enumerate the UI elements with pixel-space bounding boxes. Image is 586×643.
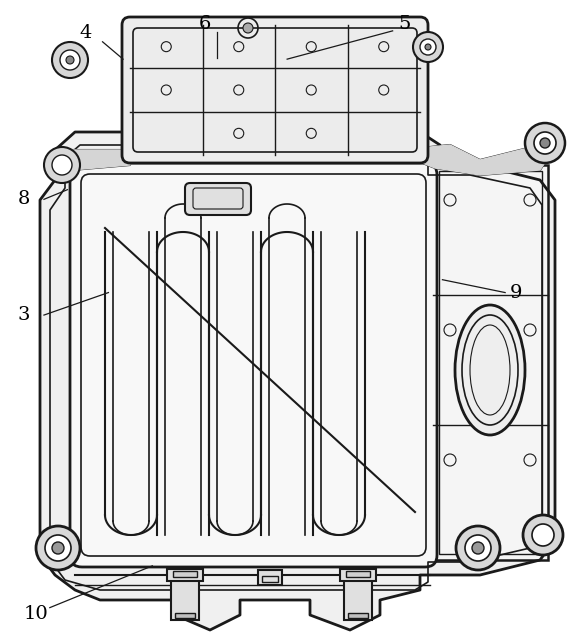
Bar <box>439 171 542 554</box>
Ellipse shape <box>540 138 550 148</box>
Ellipse shape <box>413 32 443 62</box>
Ellipse shape <box>52 155 72 175</box>
Ellipse shape <box>534 132 556 154</box>
Polygon shape <box>420 145 548 175</box>
Ellipse shape <box>455 305 525 435</box>
FancyBboxPatch shape <box>70 163 437 567</box>
Ellipse shape <box>44 147 80 183</box>
Bar <box>262 576 278 582</box>
Ellipse shape <box>456 526 500 570</box>
Ellipse shape <box>52 542 64 554</box>
Bar <box>258 570 282 585</box>
Text: 6: 6 <box>199 15 212 33</box>
Text: 5: 5 <box>398 15 411 33</box>
Text: 4: 4 <box>79 24 91 42</box>
Ellipse shape <box>45 535 71 561</box>
Ellipse shape <box>532 524 554 546</box>
Ellipse shape <box>525 123 565 163</box>
Bar <box>173 571 197 577</box>
Text: 10: 10 <box>23 605 48 623</box>
FancyBboxPatch shape <box>185 183 251 215</box>
Bar <box>433 165 548 560</box>
Bar <box>346 571 370 577</box>
Bar <box>340 569 376 581</box>
FancyBboxPatch shape <box>122 17 428 163</box>
Text: 3: 3 <box>18 306 30 324</box>
Bar <box>344 575 372 620</box>
Polygon shape <box>72 150 130 170</box>
Ellipse shape <box>465 535 491 561</box>
Text: 9: 9 <box>510 284 522 302</box>
Bar <box>175 613 195 618</box>
Ellipse shape <box>60 50 80 70</box>
Text: 8: 8 <box>18 190 30 208</box>
Ellipse shape <box>66 56 74 64</box>
Ellipse shape <box>420 39 436 55</box>
Bar <box>171 575 199 620</box>
Ellipse shape <box>472 542 484 554</box>
Bar <box>348 613 368 618</box>
Ellipse shape <box>52 42 88 78</box>
Ellipse shape <box>425 44 431 50</box>
Ellipse shape <box>523 515 563 555</box>
Bar <box>167 569 203 581</box>
Ellipse shape <box>243 23 253 33</box>
Polygon shape <box>40 132 555 630</box>
Ellipse shape <box>36 526 80 570</box>
